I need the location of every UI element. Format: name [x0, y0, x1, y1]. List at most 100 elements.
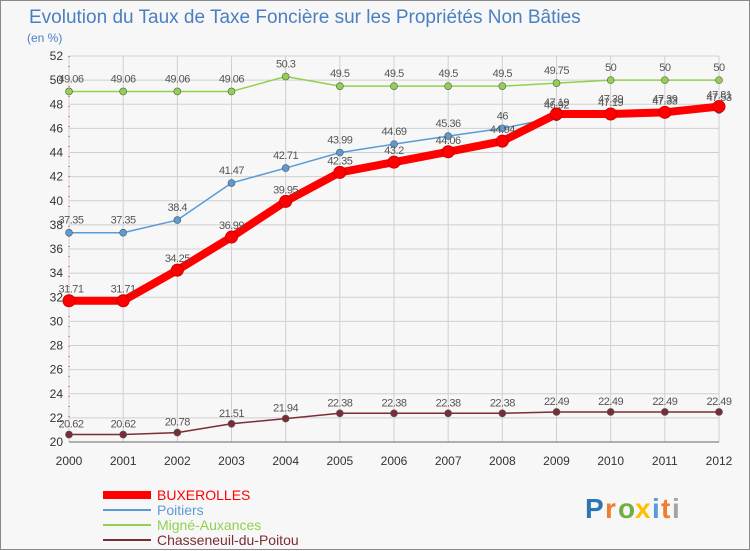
- y-tick-label: 28: [50, 339, 64, 353]
- data-label: 44.06: [436, 135, 461, 147]
- data-label: 44.94: [490, 124, 515, 136]
- data-point: [281, 72, 290, 81]
- y-tick-label: 50: [50, 73, 64, 87]
- data-label: 42.35: [327, 155, 352, 167]
- data-label: 22.38: [436, 397, 461, 409]
- data-label: 22.49: [598, 396, 623, 408]
- x-tick-label: 2006: [381, 454, 408, 468]
- data-label: 44.69: [381, 126, 406, 138]
- legend: BUXEROLLESPoitiersMigné-AuxancesChassene…: [103, 487, 299, 548]
- data-labels: 31.71 31.71 34.25 36.99 39.95 42.35 43.2 44.06 4…: [58, 59, 732, 431]
- data-point: [661, 76, 669, 84]
- data-label: 43.2: [384, 145, 404, 157]
- data-point: [661, 408, 669, 416]
- data-label: 47.33: [652, 95, 677, 107]
- data-label: 47.39: [598, 94, 623, 106]
- data-label: 34.25: [165, 253, 190, 265]
- data-point: [227, 87, 236, 96]
- data-point: [715, 408, 723, 416]
- data-point: [281, 164, 290, 172]
- y-tick-label: 38: [50, 218, 64, 232]
- x-tick-label: 2012: [706, 454, 733, 468]
- series-group: [62, 72, 726, 439]
- data-point: [173, 87, 182, 96]
- data-label: 22.38: [381, 397, 406, 409]
- x-tick-label: 2000: [56, 454, 83, 468]
- data-point: [606, 76, 615, 84]
- data-point: [119, 87, 127, 96]
- y-tick-label: 24: [50, 387, 64, 401]
- data-point: [550, 107, 563, 121]
- data-point: [65, 228, 73, 237]
- data-point: [281, 414, 290, 423]
- data-label: 22.38: [327, 397, 352, 409]
- data-label: 49.75: [544, 65, 569, 77]
- data-point: [658, 105, 672, 119]
- x-tick-label: 2011: [652, 454, 678, 468]
- data-label: 49.5: [493, 68, 513, 80]
- data-point: [606, 408, 615, 416]
- data-label: 21.94: [273, 403, 298, 415]
- x-tick-label: 2009: [543, 454, 570, 468]
- y-tick-label: 32: [50, 290, 64, 304]
- logo-letter: x: [635, 493, 651, 524]
- data-label: 49.5: [330, 68, 350, 80]
- data-label: 36.99: [219, 220, 244, 232]
- data-point: [498, 409, 507, 418]
- data-label: 46: [497, 110, 509, 122]
- data-point: [173, 216, 182, 224]
- x-tick-label: 2001: [110, 454, 137, 468]
- data-point: [170, 263, 184, 277]
- data-label: 49.5: [384, 68, 404, 80]
- logo-letter: o: [618, 493, 635, 524]
- x-tick-label: 2003: [218, 454, 245, 468]
- data-point: [65, 87, 73, 96]
- data-label: 47.53: [706, 92, 731, 104]
- data-label: 50: [605, 62, 617, 74]
- y-tick-label: 52: [50, 49, 64, 63]
- y-tick-label: 46: [50, 121, 64, 135]
- data-point: [227, 179, 236, 187]
- data-label: 37.35: [58, 215, 83, 227]
- data-point: [441, 145, 455, 159]
- data-label: 45.36: [436, 118, 461, 130]
- data-label: 49.06: [219, 73, 244, 85]
- data-label: 42.71: [273, 150, 298, 162]
- axes: 20 22 24 26 28 30 32 34 36 38 40 42 44 46 48 50 52 2000 20…: [50, 49, 733, 468]
- chart-ylabel: (en %): [27, 31, 62, 45]
- data-label: 31.71: [111, 284, 136, 296]
- data-label: 41.47: [219, 165, 244, 177]
- y-tick-label: 48: [50, 97, 64, 111]
- data-point: [444, 82, 452, 90]
- data-point: [552, 79, 561, 87]
- data-label: 49.5: [438, 68, 458, 80]
- data-label: 20.62: [58, 419, 83, 431]
- data-label: 50.3: [276, 59, 296, 71]
- data-point: [390, 140, 398, 148]
- data-label: 43.99: [327, 135, 352, 147]
- data-label: 22.49: [652, 396, 677, 408]
- data-point: [498, 82, 507, 90]
- data-point: [495, 134, 509, 148]
- data-point: [336, 409, 344, 418]
- logo-letter: P: [585, 493, 604, 524]
- data-point: [116, 294, 130, 308]
- data-label: 31.71: [58, 284, 83, 296]
- data-point: [173, 428, 182, 437]
- data-point: [62, 294, 76, 308]
- y-tick-label: 26: [50, 363, 64, 377]
- legend-label: Chasseneuil-du-Poitou: [157, 532, 299, 548]
- data-point: [119, 430, 127, 439]
- x-tick-label: 2002: [164, 454, 191, 468]
- x-tick-label: 2007: [435, 454, 462, 468]
- data-point: [387, 155, 401, 169]
- data-label: 47.81: [706, 90, 731, 102]
- data-label: 49.06: [165, 73, 190, 85]
- x-tick-label: 2010: [597, 454, 624, 468]
- chart-title: Evolution du Taux de Taxe Foncière sur l…: [29, 7, 581, 28]
- x-tick-label: 2004: [272, 454, 299, 468]
- y-tick-label: 30: [50, 314, 64, 328]
